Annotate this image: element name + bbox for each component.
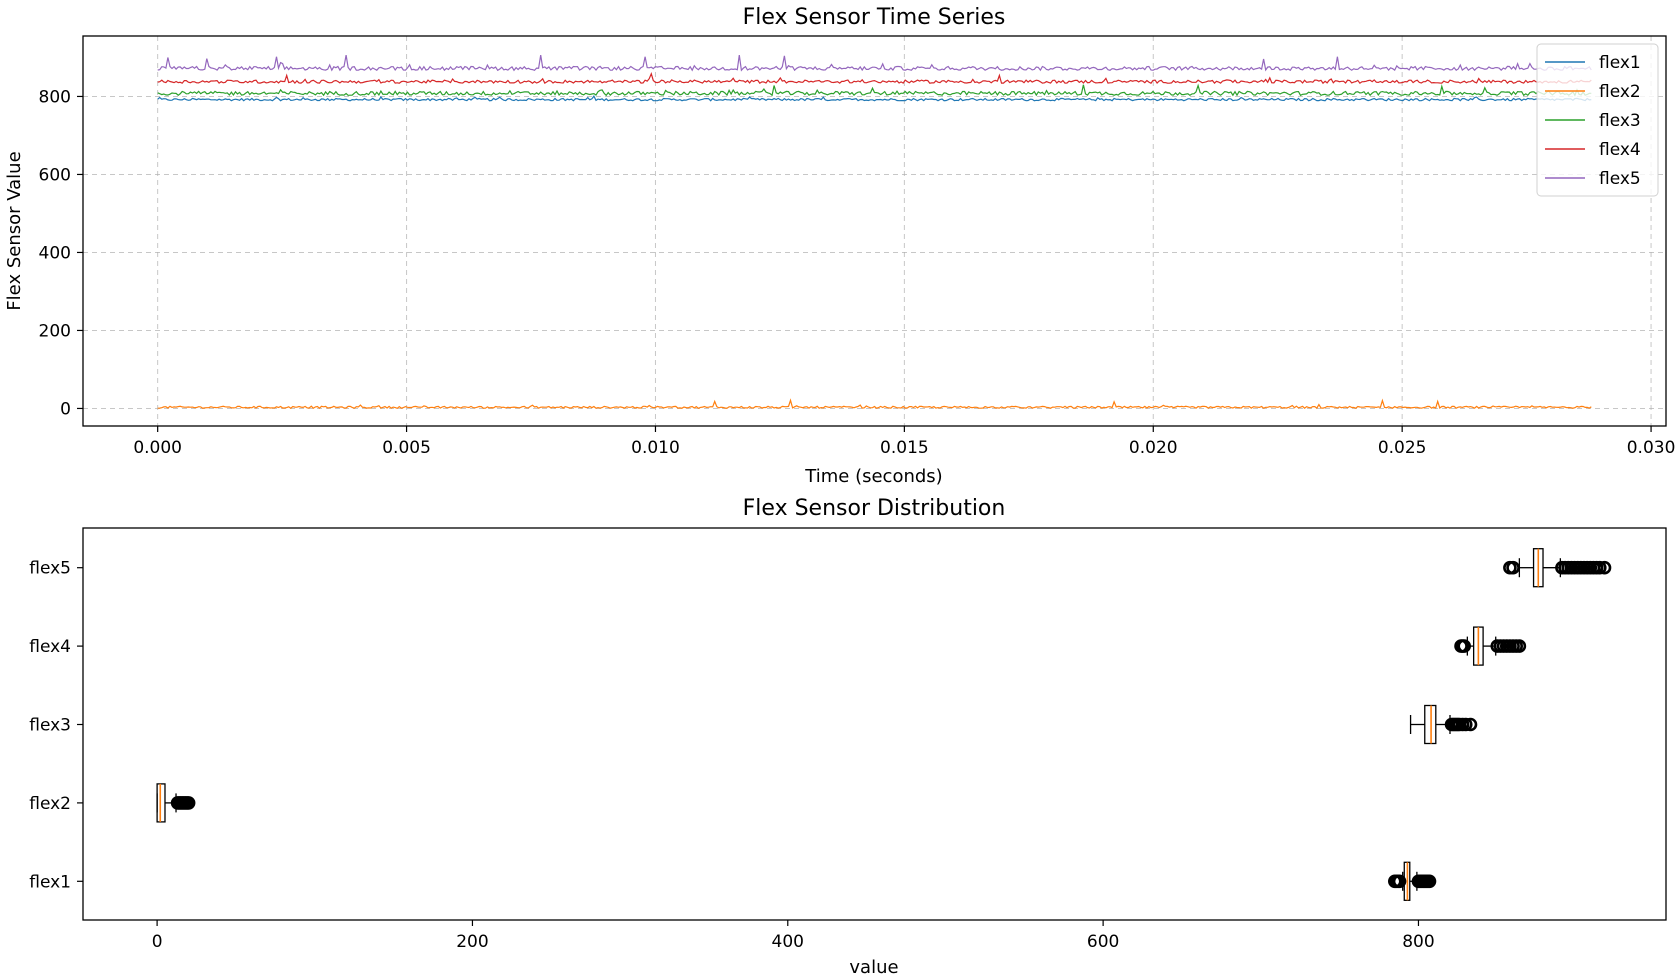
legend-label-flex4: flex4 bbox=[1599, 140, 1641, 160]
outlier-point bbox=[1463, 717, 1478, 732]
x-tick-label: 0.025 bbox=[1378, 438, 1427, 458]
y-tick-label: flex3 bbox=[29, 716, 71, 736]
y-tick-label: flex5 bbox=[29, 559, 71, 579]
y-tick-label: flex1 bbox=[29, 872, 71, 892]
y-axis-label: Flex Sensor Value bbox=[4, 151, 25, 310]
distribution-chart: Flex Sensor Distribution 0 200 400 600 800 f… bbox=[29, 496, 1667, 978]
box-flex3 bbox=[1409, 704, 1478, 745]
legend: flex1 flex2 flex3 flex4 flex5 bbox=[1536, 43, 1659, 197]
legend-label-flex5: flex5 bbox=[1599, 169, 1641, 189]
x-tick-label: 0 bbox=[152, 932, 163, 952]
box-flex2 bbox=[156, 783, 196, 823]
outlier-point bbox=[1457, 639, 1471, 653]
series-line-flex5 bbox=[157, 54, 1592, 72]
box-flex1 bbox=[1388, 861, 1437, 901]
legend-box bbox=[1536, 43, 1659, 197]
x-tick-label: 0.000 bbox=[133, 438, 182, 458]
y-tick-label: 600 bbox=[39, 165, 71, 185]
series-line-flex2 bbox=[157, 398, 1592, 409]
y-tick-label: 800 bbox=[39, 87, 71, 107]
x-tick-label: 0.030 bbox=[1627, 438, 1676, 458]
outlier-point bbox=[1506, 560, 1520, 575]
plot-area bbox=[82, 35, 1667, 427]
y-tick-label: 400 bbox=[39, 243, 71, 263]
y-axis-ticks: flex1 flex2 flex3 flex4 flex5 bbox=[29, 559, 83, 892]
x-axis-label: Time (seconds) bbox=[804, 466, 942, 487]
series-line-flex4 bbox=[157, 72, 1592, 85]
legend-label-flex2: flex2 bbox=[1599, 82, 1641, 102]
chart-title: Flex Sensor Distribution bbox=[743, 496, 1006, 521]
series-line-flex1 bbox=[157, 94, 1592, 102]
y-tick-label: flex2 bbox=[29, 794, 71, 814]
y-tick-label: flex4 bbox=[29, 637, 71, 657]
series-lines bbox=[157, 54, 1592, 409]
grid-lines bbox=[83, 36, 1666, 426]
x-tick-label: 0.015 bbox=[880, 438, 929, 458]
x-axis-label: value bbox=[849, 957, 898, 978]
y-tick-label: 0 bbox=[60, 399, 71, 419]
legend-label-flex3: flex3 bbox=[1599, 111, 1641, 131]
x-tick-label: 0.005 bbox=[382, 438, 431, 458]
outlier-point bbox=[1458, 717, 1473, 732]
box-plots bbox=[156, 548, 1612, 901]
time-series-chart: Flex Sensor Time Series 0.000 0.005 0.010 0… bbox=[4, 5, 1675, 487]
outlier-point bbox=[181, 796, 196, 810]
x-tick-label: 800 bbox=[1402, 932, 1434, 952]
x-tick-label: 200 bbox=[456, 932, 488, 952]
outlier-point bbox=[1422, 874, 1437, 889]
outlier-point bbox=[1392, 874, 1407, 889]
x-axis-ticks: 0 200 400 600 800 bbox=[152, 920, 1435, 952]
outlier-point bbox=[1597, 560, 1612, 575]
y-axis-ticks: 0 200 400 600 800 bbox=[39, 87, 83, 419]
x-tick-label: 400 bbox=[772, 932, 804, 952]
x-tick-label: 0.010 bbox=[631, 438, 680, 458]
series-line-flex3 bbox=[157, 83, 1592, 97]
chart-title: Flex Sensor Time Series bbox=[743, 5, 1006, 30]
outlier-point bbox=[1512, 639, 1527, 653]
x-tick-label: 600 bbox=[1087, 932, 1119, 952]
plot-area bbox=[82, 527, 1667, 921]
outlier-point bbox=[1592, 560, 1607, 575]
box-flex5 bbox=[1503, 548, 1612, 588]
y-tick-label: 200 bbox=[39, 321, 71, 341]
box-flex4 bbox=[1454, 626, 1527, 666]
x-tick-label: 0.020 bbox=[1129, 438, 1178, 458]
x-axis-ticks: 0.000 0.005 0.010 0.015 0.020 0.025 0.030 bbox=[133, 426, 1675, 458]
legend-label-flex1: flex1 bbox=[1599, 53, 1641, 73]
